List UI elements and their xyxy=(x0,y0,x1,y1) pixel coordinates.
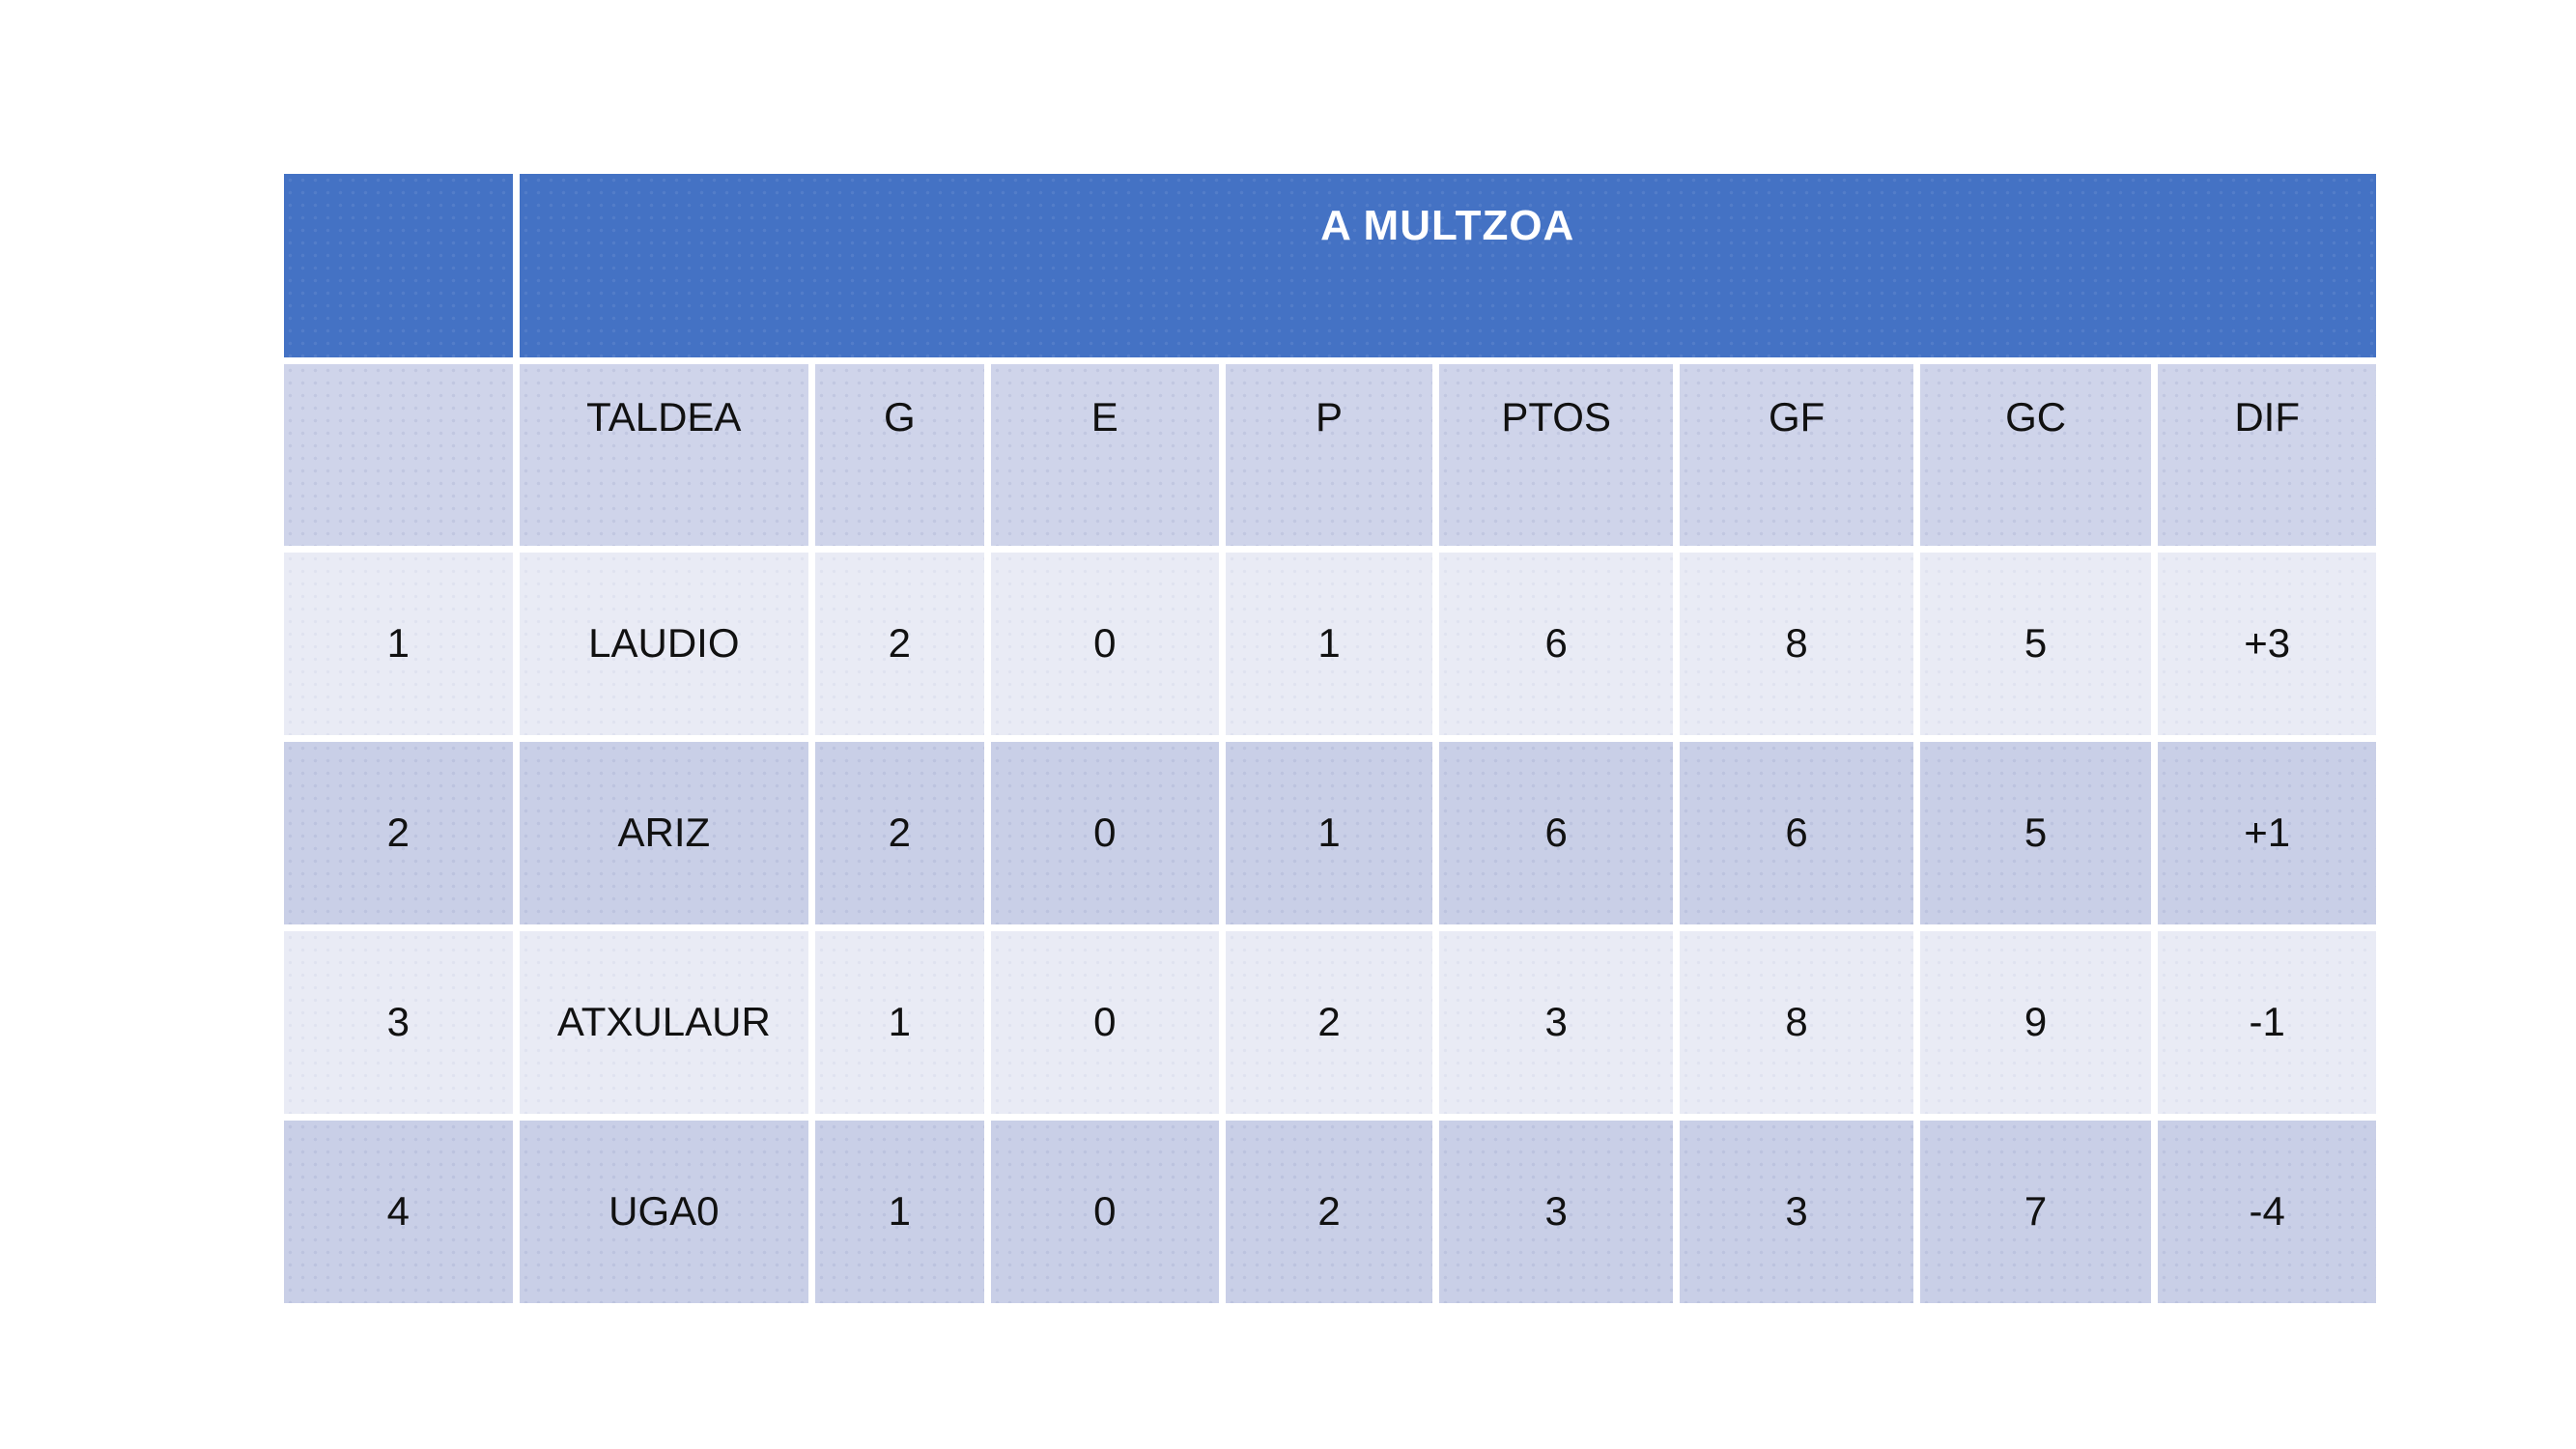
position-cell: 4 xyxy=(284,1121,513,1303)
column-header-g: G xyxy=(815,364,984,546)
team-cell: UGA0 xyxy=(519,1121,809,1303)
e-cell: 0 xyxy=(990,1121,1220,1303)
column-header-e: E xyxy=(990,364,1220,546)
dif-cell: -1 xyxy=(2158,931,2376,1114)
gf-cell: 6 xyxy=(1680,742,1913,924)
column-header-ptos: PTOS xyxy=(1438,364,1674,546)
g-cell: 1 xyxy=(815,1121,984,1303)
team-cell: ATXULAUR xyxy=(519,931,809,1114)
gc-cell: 5 xyxy=(1919,553,2152,735)
dif-cell: +3 xyxy=(2158,553,2376,735)
e-cell: 0 xyxy=(990,742,1220,924)
gf-cell: 8 xyxy=(1680,553,1913,735)
ptos-cell: 3 xyxy=(1438,931,1674,1114)
dif-cell: -4 xyxy=(2158,1121,2376,1303)
team-cell: LAUDIO xyxy=(519,553,809,735)
position-cell: 1 xyxy=(284,553,513,735)
position-cell: 2 xyxy=(284,742,513,924)
ptos-cell: 6 xyxy=(1438,553,1674,735)
e-cell: 0 xyxy=(990,553,1220,735)
gc-cell: 5 xyxy=(1919,742,2152,924)
position-cell: 3 xyxy=(284,931,513,1114)
banner-corner-cell xyxy=(284,174,513,357)
g-cell: 2 xyxy=(815,553,984,735)
dif-cell: +1 xyxy=(2158,742,2376,924)
g-cell: 2 xyxy=(815,742,984,924)
gf-cell: 3 xyxy=(1680,1121,1913,1303)
p-cell: 2 xyxy=(1226,1121,1432,1303)
column-header-gc: GC xyxy=(1919,364,2152,546)
column-header-taldea: TALDEA xyxy=(519,364,809,546)
e-cell: 0 xyxy=(990,931,1220,1114)
column-header-position xyxy=(284,364,513,546)
ptos-cell: 6 xyxy=(1438,742,1674,924)
g-cell: 1 xyxy=(815,931,984,1114)
p-cell: 1 xyxy=(1226,742,1432,924)
column-header-gf: GF xyxy=(1680,364,1913,546)
column-header-p: P xyxy=(1226,364,1432,546)
ptos-cell: 3 xyxy=(1438,1121,1674,1303)
gf-cell: 8 xyxy=(1680,931,1913,1114)
group-title: A MULTZOA xyxy=(1320,202,1575,249)
p-cell: 2 xyxy=(1226,931,1432,1114)
p-cell: 1 xyxy=(1226,553,1432,735)
column-header-dif: DIF xyxy=(2158,364,2376,546)
gc-cell: 9 xyxy=(1919,931,2152,1114)
group-standings-table: A MULTZOA TALDEA G E P PTOS GF GC DIF 1 … xyxy=(284,174,2376,1303)
gc-cell: 7 xyxy=(1919,1121,2152,1303)
team-cell: ARIZ xyxy=(519,742,809,924)
group-title-cell: A MULTZOA xyxy=(519,174,2376,357)
